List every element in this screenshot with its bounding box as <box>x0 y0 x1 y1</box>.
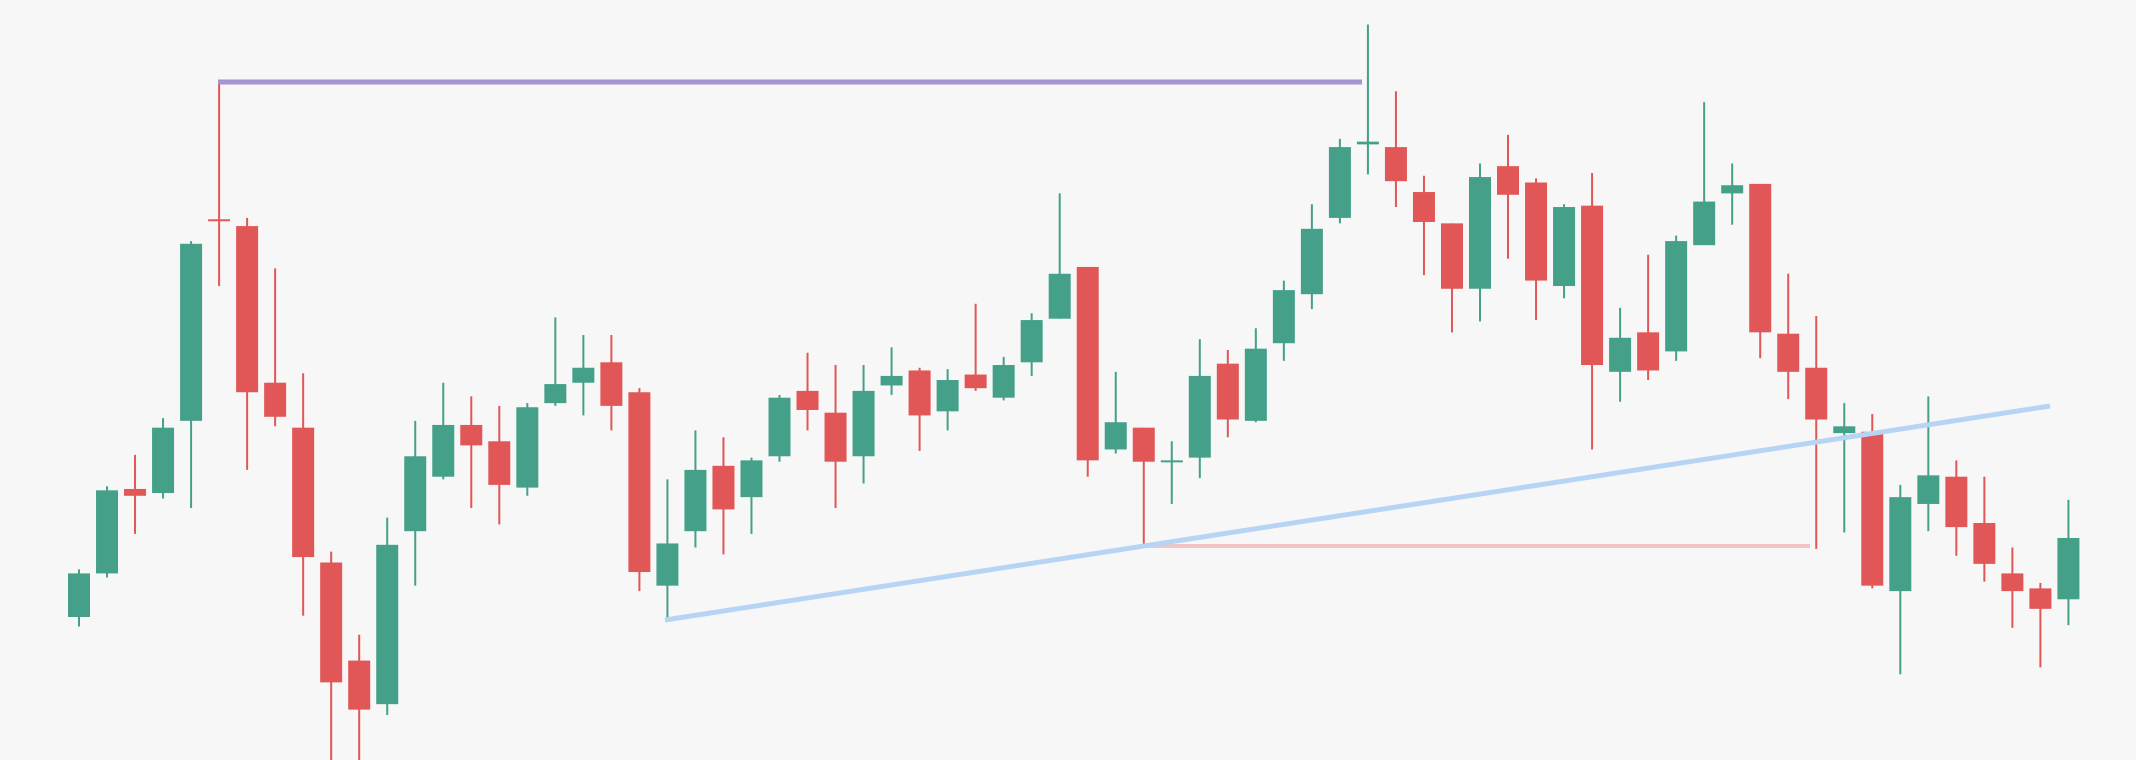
candle-body <box>1356 141 1379 145</box>
candle-body <box>460 424 483 446</box>
candle-body <box>1440 223 1463 289</box>
candle-body <box>292 427 315 558</box>
candle-body <box>96 490 119 574</box>
candle-body <box>656 543 679 586</box>
candle-body <box>1188 375 1211 458</box>
candle-body <box>1693 201 1716 246</box>
candle-body <box>1889 497 1912 592</box>
candle-body <box>1384 147 1407 182</box>
candle-body <box>404 456 427 532</box>
candle-body <box>1637 332 1660 371</box>
candle-body <box>68 573 90 617</box>
candle-body <box>1777 333 1800 372</box>
candle-body <box>768 397 791 457</box>
candle-body <box>432 424 455 477</box>
candle-body <box>1272 290 1295 344</box>
candle-body <box>348 660 371 710</box>
candle-body <box>124 488 147 496</box>
candle-body <box>1020 320 1043 363</box>
candle-body <box>1861 431 1884 586</box>
candle-body <box>824 412 847 462</box>
candle-body <box>572 367 595 383</box>
candle-body <box>1160 460 1183 463</box>
candle-body <box>1497 166 1520 195</box>
candle-body <box>2029 588 2052 609</box>
candle-body <box>1412 192 1435 223</box>
candle-body <box>1104 422 1127 450</box>
candle-body <box>600 362 623 406</box>
candle-body <box>376 544 399 705</box>
candle-body <box>1973 523 1996 564</box>
candle-body <box>1721 185 1744 194</box>
candle-body <box>1553 207 1576 287</box>
candle-body <box>852 390 875 457</box>
candle-body <box>544 384 567 404</box>
candle-body <box>1216 363 1239 420</box>
candle-body <box>1132 427 1155 462</box>
candle-body <box>712 465 735 510</box>
candle-body <box>1665 241 1688 352</box>
candle-body <box>992 365 1015 398</box>
candle-body <box>684 469 707 532</box>
candle-body <box>180 243 203 421</box>
candles <box>68 24 2080 760</box>
candle-body <box>1048 273 1071 319</box>
candle-body <box>936 380 959 412</box>
candle-body <box>1749 183 1772 333</box>
candle-body <box>516 407 539 488</box>
candle-body <box>208 219 231 222</box>
candle-body <box>320 562 343 683</box>
candle-body <box>1300 228 1323 295</box>
candle-body <box>908 370 931 416</box>
candle-body <box>880 375 903 386</box>
candle-body <box>740 460 763 498</box>
candle-body <box>1328 147 1351 218</box>
candle-body <box>1469 177 1491 289</box>
candle-body <box>1917 475 1940 504</box>
candle-body <box>488 441 511 485</box>
candle-body <box>1581 205 1604 366</box>
candle-body <box>1805 367 1828 420</box>
trend-line <box>664 403 2051 623</box>
candle-body <box>1945 476 1968 528</box>
candle-body <box>964 374 987 389</box>
candle-body <box>2001 573 2024 592</box>
candle-body <box>1833 426 1856 434</box>
candle-body <box>628 392 651 573</box>
candle-body <box>796 390 819 410</box>
candle-body <box>1609 337 1632 372</box>
candle-body <box>152 427 175 494</box>
candle-body <box>1525 182 1548 281</box>
candle-body <box>1076 266 1099 461</box>
candle-body <box>264 382 287 417</box>
candle-body <box>236 226 259 393</box>
candle-body <box>1244 348 1267 421</box>
candle-body <box>2057 537 2080 600</box>
